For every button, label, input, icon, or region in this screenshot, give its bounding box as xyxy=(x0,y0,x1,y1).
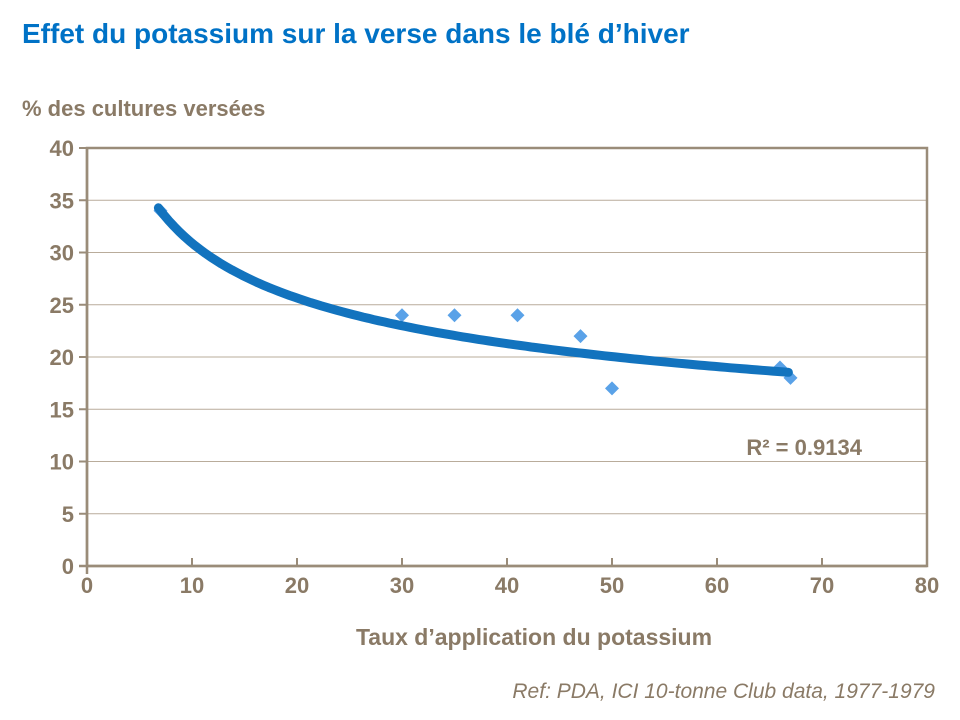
x-tick-label-80: 80 xyxy=(915,573,939,598)
y-tick-label-30: 30 xyxy=(50,241,74,266)
y-tick-label-0: 0 xyxy=(62,554,74,579)
y-axis-unit-label: % des cultures versées xyxy=(22,96,266,121)
y-tick-label-10: 10 xyxy=(50,450,74,475)
x-tick-label-0: 0 xyxy=(81,573,93,598)
data-point-2 xyxy=(447,308,462,323)
x-tick-label-40: 40 xyxy=(495,573,519,598)
data-point-1 xyxy=(395,308,409,323)
x-tick-label-20: 20 xyxy=(285,573,309,598)
x-axis-title: Taux d’application du potassium xyxy=(356,624,712,650)
x-tick-label-50: 50 xyxy=(600,573,624,598)
reference-footnote: Ref: PDA, ICI 10-tonne Club data, 1977-1… xyxy=(512,680,935,703)
data-point-3 xyxy=(510,308,525,323)
data-point-5 xyxy=(605,381,619,396)
y-tick-label-20: 20 xyxy=(50,345,74,370)
y-tick-label-15: 15 xyxy=(50,397,74,422)
r-squared-annotation: R² = 0.9134 xyxy=(746,435,862,460)
x-tick-label-10: 10 xyxy=(180,573,204,598)
x-tick-label-30: 30 xyxy=(390,573,414,598)
y-tick-label-40: 40 xyxy=(50,136,74,161)
x-tick-label-70: 70 xyxy=(810,573,834,598)
data-point-4 xyxy=(573,329,588,344)
y-tick-label-5: 5 xyxy=(62,502,74,527)
trendline xyxy=(153,203,793,377)
x-tick-label-60: 60 xyxy=(705,573,729,598)
y-tick-label-35: 35 xyxy=(50,188,74,213)
chart-title: Effet du potassium sur la verse dans le … xyxy=(22,18,690,49)
y-tick-label-25: 25 xyxy=(50,293,74,318)
